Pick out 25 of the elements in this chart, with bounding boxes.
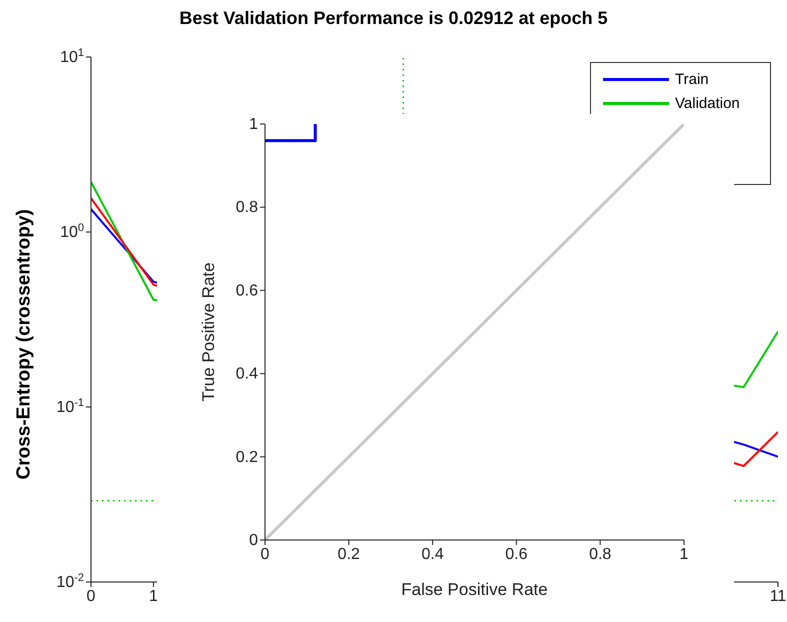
y-tick-label: 0.4 xyxy=(236,366,258,383)
x-tick-label: 11 xyxy=(770,588,786,605)
legend-label: Train xyxy=(675,70,709,88)
x-tick-label: 0.4 xyxy=(421,546,444,563)
y-axis-title: True Positive Rate xyxy=(199,262,218,402)
y-tick-label: 1 xyxy=(249,116,258,133)
y-tick-label: 0.6 xyxy=(236,282,258,300)
y-axis-title: Cross-Entropy (crossentropy) xyxy=(14,209,35,480)
x-tick-label: 0.2 xyxy=(338,546,360,563)
y-tick-label: 0.2 xyxy=(236,448,258,466)
x-tick-label: 0.6 xyxy=(505,546,528,563)
x-tick-label: 0 xyxy=(260,546,270,563)
legend-label: Validation xyxy=(675,94,740,112)
x-tick-label: 0.8 xyxy=(589,546,612,563)
x-tick-label: 0 xyxy=(86,588,96,605)
x-axis-title: False Positive Rate xyxy=(401,580,548,599)
y-tick-label: 10$^{-2}$ xyxy=(56,572,84,591)
x-tick-label: 1 xyxy=(680,546,689,563)
y-tick-label: 0.8 xyxy=(236,199,258,216)
y-tick-label: 10$^{-1}$ xyxy=(56,397,84,416)
y-tick-label: 10$^{0}$ xyxy=(60,222,84,241)
chart-title: Best Validation Performance is 0.02912 at epoch 5 xyxy=(178,8,609,29)
y-tick-label: 10$^{1}$ xyxy=(60,47,84,66)
y-tick-label: 0 xyxy=(249,532,258,549)
x-tick-label: 1 xyxy=(149,588,158,605)
